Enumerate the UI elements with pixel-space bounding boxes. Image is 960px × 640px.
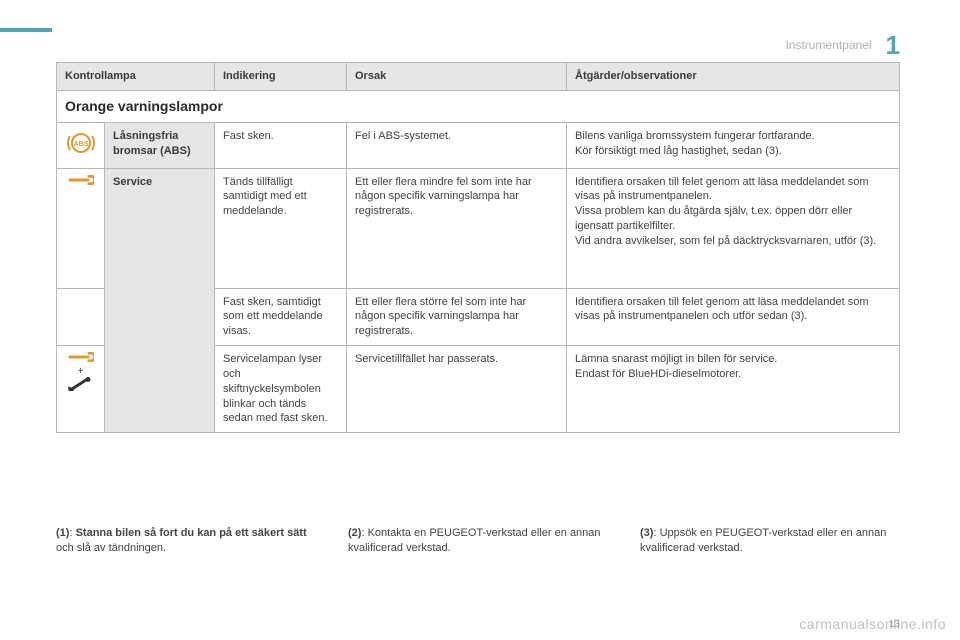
footnotes: (1): Stanna bilen så fort du kan på ett …: [56, 526, 900, 556]
table-row: ABS Låsningsfria bromsar (ABS) Fast sken…: [57, 122, 900, 168]
lamp-name: Låsningsfria bromsar (ABS): [105, 122, 215, 168]
section-title: Instrumentpanel: [785, 38, 871, 52]
svg-text:ABS: ABS: [73, 141, 88, 148]
lamp-indication: Tänds tillfälligt samtidigt med ett medd…: [215, 168, 347, 288]
footnote-1-rest: och slå av tändningen.: [56, 542, 166, 554]
lamp-indication: Servicelampan lyser och skiftnyckelsymbo…: [215, 346, 347, 433]
lamp-icon-cell: [57, 168, 105, 288]
lamp-icon-cell: +: [57, 346, 105, 433]
col-header-indikering: Indikering: [215, 63, 347, 91]
col-header-orsak: Orsak: [347, 63, 567, 91]
lamp-cause: Ett eller flera större fel som inte har …: [347, 288, 567, 346]
main-content: Kontrollampa Indikering Orsak Åtgärder/o…: [56, 62, 900, 433]
lamp-name: Service: [105, 168, 215, 433]
footnote-2-text: : Kontakta en PEUGEOT-verkstad eller en …: [348, 527, 601, 554]
watermark: carmanualsonline.info: [799, 616, 946, 632]
table-row: Service Tänds tillfälligt samtidigt med …: [57, 168, 900, 288]
page-header: Instrumentpanel 1: [785, 32, 900, 58]
footnote-2-label: (2): [348, 527, 361, 539]
section-heading: Orange varningslampor: [57, 90, 900, 122]
lamp-action: Lämna snarast möjligt in bilen för servi…: [567, 346, 900, 433]
warning-lamp-table: Kontrollampa Indikering Orsak Åtgärder/o…: [56, 62, 900, 433]
section-heading-row: Orange varningslampor: [57, 90, 900, 122]
chapter-number: 1: [886, 32, 900, 58]
lamp-action: Identifiera orsaken till felet genom att…: [567, 288, 900, 346]
footnote-1-bold: Stanna bilen så fort du kan på ett säker…: [76, 527, 307, 539]
footnote-3: (3): Uppsök en PEUGEOT-verkstad eller en…: [640, 526, 900, 556]
footnote-1-label: (1): [56, 527, 69, 539]
abs-icon: ABS: [67, 129, 95, 157]
footnote-2: (2): Kontakta en PEUGEOT-verkstad eller …: [348, 526, 608, 556]
lamp-icon-cell: ABS: [57, 122, 105, 168]
spanner-icon: [68, 382, 94, 394]
page-number: 13: [889, 619, 900, 630]
lamp-action: Bilens vanliga bromssystem fungerar fort…: [567, 122, 900, 168]
footnote-3-label: (3): [640, 527, 653, 539]
lamp-action: Identifiera orsaken till felet genom att…: [567, 168, 900, 288]
footnote-1: (1): Stanna bilen så fort du kan på ett …: [56, 526, 316, 556]
col-header-atgarder: Åtgärder/observationer: [567, 63, 900, 91]
table-header-row: Kontrollampa Indikering Orsak Åtgärder/o…: [57, 63, 900, 91]
wrench-plus-tool-icon: +: [61, 352, 100, 394]
wrench-icon: [68, 175, 94, 185]
lamp-cause: Fel i ABS-systemet.: [347, 122, 567, 168]
lamp-icon-cell: [57, 288, 105, 346]
lamp-cause: Servicetillfället har passerats.: [347, 346, 567, 433]
lamp-indication: Fast sken, samtidigt som ett meddelande …: [215, 288, 347, 346]
footnote-3-text: : Uppsök en PEUGEOT-verkstad eller en an…: [640, 527, 886, 554]
top-accent-bar: [0, 28, 52, 32]
plus-icon: +: [78, 366, 84, 377]
lamp-cause: Ett eller flera mindre fel som inte har …: [347, 168, 567, 288]
wrench-icon: [68, 352, 94, 362]
col-header-kontrollampa: Kontrollampa: [57, 63, 215, 91]
lamp-indication: Fast sken.: [215, 122, 347, 168]
